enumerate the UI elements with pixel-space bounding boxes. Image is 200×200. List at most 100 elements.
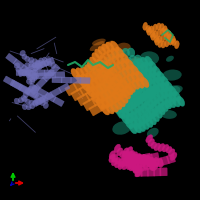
Ellipse shape xyxy=(126,65,133,75)
Ellipse shape xyxy=(109,82,128,94)
Ellipse shape xyxy=(139,155,145,163)
FancyBboxPatch shape xyxy=(142,161,152,171)
Ellipse shape xyxy=(146,25,150,32)
Ellipse shape xyxy=(28,75,33,80)
Ellipse shape xyxy=(134,75,141,85)
Ellipse shape xyxy=(104,75,113,85)
FancyBboxPatch shape xyxy=(105,94,119,106)
Ellipse shape xyxy=(99,69,108,79)
Ellipse shape xyxy=(136,59,144,68)
Ellipse shape xyxy=(162,70,182,81)
Ellipse shape xyxy=(131,160,136,166)
Ellipse shape xyxy=(126,113,133,123)
Ellipse shape xyxy=(51,63,56,69)
Ellipse shape xyxy=(139,163,145,171)
FancyBboxPatch shape xyxy=(16,70,26,76)
Ellipse shape xyxy=(97,59,106,69)
FancyBboxPatch shape xyxy=(140,78,152,89)
FancyBboxPatch shape xyxy=(132,119,144,130)
Ellipse shape xyxy=(101,89,109,99)
Ellipse shape xyxy=(118,71,126,80)
Ellipse shape xyxy=(157,71,165,81)
Ellipse shape xyxy=(161,96,168,104)
Ellipse shape xyxy=(122,151,128,160)
Ellipse shape xyxy=(135,169,142,177)
FancyBboxPatch shape xyxy=(147,168,155,176)
Ellipse shape xyxy=(174,41,179,49)
Ellipse shape xyxy=(102,44,110,53)
FancyBboxPatch shape xyxy=(114,96,126,108)
Ellipse shape xyxy=(122,161,128,170)
Ellipse shape xyxy=(107,71,116,81)
Ellipse shape xyxy=(137,66,144,74)
Ellipse shape xyxy=(95,85,103,94)
FancyBboxPatch shape xyxy=(116,107,128,118)
Ellipse shape xyxy=(109,64,127,80)
Ellipse shape xyxy=(135,154,141,162)
Ellipse shape xyxy=(158,40,162,47)
Ellipse shape xyxy=(144,156,150,163)
FancyBboxPatch shape xyxy=(77,93,90,106)
Ellipse shape xyxy=(136,165,142,173)
Ellipse shape xyxy=(140,51,159,65)
Ellipse shape xyxy=(150,76,158,85)
Ellipse shape xyxy=(110,81,117,89)
Ellipse shape xyxy=(115,61,123,70)
Ellipse shape xyxy=(35,60,40,66)
FancyBboxPatch shape xyxy=(25,70,36,76)
Ellipse shape xyxy=(157,36,162,43)
Ellipse shape xyxy=(143,22,148,30)
Ellipse shape xyxy=(118,91,125,99)
FancyBboxPatch shape xyxy=(148,159,158,169)
Ellipse shape xyxy=(120,98,128,107)
Ellipse shape xyxy=(109,95,117,104)
Ellipse shape xyxy=(122,96,129,104)
Ellipse shape xyxy=(149,159,156,167)
Ellipse shape xyxy=(97,84,105,94)
FancyBboxPatch shape xyxy=(13,59,24,69)
Ellipse shape xyxy=(110,41,119,51)
Ellipse shape xyxy=(110,93,117,103)
Ellipse shape xyxy=(30,78,35,84)
Ellipse shape xyxy=(117,49,124,57)
Ellipse shape xyxy=(145,77,152,85)
Ellipse shape xyxy=(30,103,35,109)
FancyBboxPatch shape xyxy=(137,154,146,163)
Ellipse shape xyxy=(152,84,159,92)
FancyBboxPatch shape xyxy=(139,155,147,165)
FancyBboxPatch shape xyxy=(135,168,142,177)
FancyBboxPatch shape xyxy=(83,98,96,111)
FancyBboxPatch shape xyxy=(122,102,134,114)
FancyBboxPatch shape xyxy=(143,99,155,111)
Ellipse shape xyxy=(131,78,138,88)
FancyBboxPatch shape xyxy=(156,90,168,101)
Ellipse shape xyxy=(111,64,119,73)
FancyBboxPatch shape xyxy=(138,114,150,126)
Ellipse shape xyxy=(135,124,144,133)
Ellipse shape xyxy=(160,24,164,31)
Ellipse shape xyxy=(133,61,140,69)
Ellipse shape xyxy=(138,70,145,78)
Ellipse shape xyxy=(43,103,48,108)
Ellipse shape xyxy=(146,90,153,100)
Ellipse shape xyxy=(141,71,148,79)
Ellipse shape xyxy=(117,109,125,119)
Ellipse shape xyxy=(151,103,158,113)
Ellipse shape xyxy=(135,96,142,104)
Ellipse shape xyxy=(153,72,160,82)
FancyBboxPatch shape xyxy=(122,84,135,97)
Ellipse shape xyxy=(89,57,98,67)
Ellipse shape xyxy=(105,97,113,106)
Ellipse shape xyxy=(147,128,159,138)
Ellipse shape xyxy=(157,29,161,37)
Ellipse shape xyxy=(131,98,138,106)
Ellipse shape xyxy=(114,92,122,101)
Ellipse shape xyxy=(29,61,34,67)
Ellipse shape xyxy=(149,61,157,71)
FancyBboxPatch shape xyxy=(107,84,121,97)
Ellipse shape xyxy=(147,27,152,35)
FancyBboxPatch shape xyxy=(36,88,48,97)
FancyBboxPatch shape xyxy=(28,83,40,93)
Ellipse shape xyxy=(108,54,116,63)
Ellipse shape xyxy=(138,116,145,124)
